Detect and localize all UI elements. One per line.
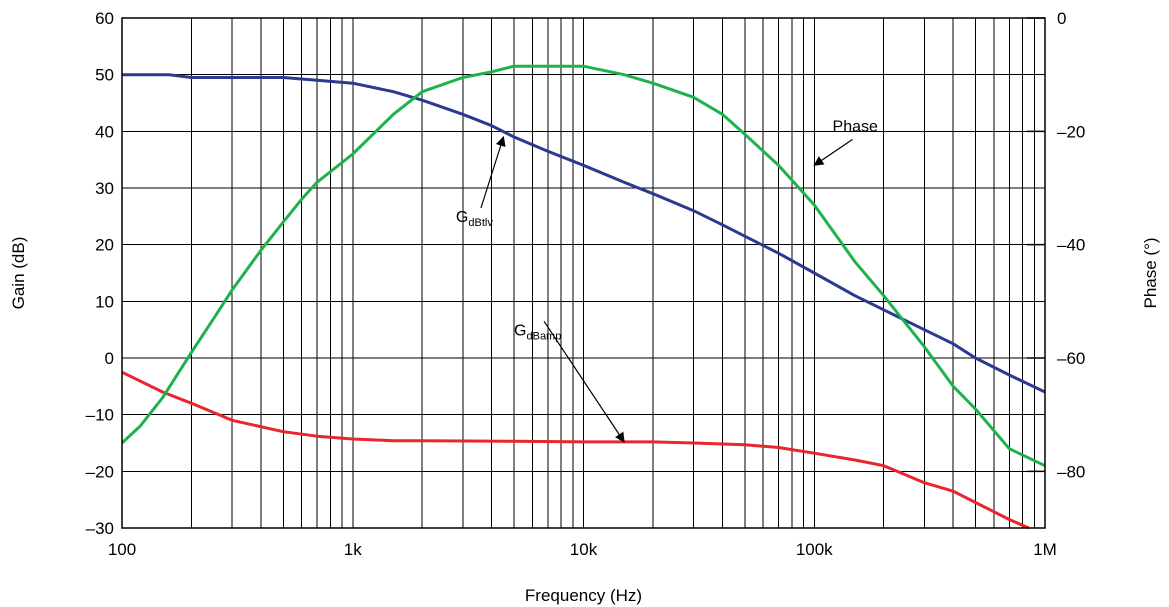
annotation-arrow-gdbtlv bbox=[480, 136, 506, 209]
annotation-label-gdbamp: GdBamp bbox=[514, 322, 561, 342]
annotation-layer: Phase GdBtlv GdBamp bbox=[456, 118, 878, 443]
annotation-arrow-gdbamp bbox=[543, 321, 625, 443]
y2-tick-label: –20 bbox=[1057, 122, 1085, 141]
x-tick-label: 10k bbox=[570, 540, 598, 559]
plot-frame bbox=[121, 17, 1046, 529]
y2-tick-label: –80 bbox=[1057, 462, 1085, 481]
y2-tick-label: 0 bbox=[1057, 9, 1066, 28]
series-layer bbox=[120, 64, 1046, 530]
y-tick-label: –30 bbox=[86, 519, 114, 538]
series-line-phase bbox=[120, 64, 1046, 468]
y-tick-label: 40 bbox=[95, 122, 114, 141]
y-tick-label: 60 bbox=[95, 9, 114, 28]
y-tick-label: 10 bbox=[95, 292, 114, 311]
y-tick-label: 30 bbox=[95, 179, 114, 198]
y-tick-label: 0 bbox=[105, 349, 114, 368]
x-tick-label: 100 bbox=[108, 540, 136, 559]
annotation-arrow-phase bbox=[813, 138, 853, 166]
y-tick-label: 20 bbox=[95, 236, 114, 255]
annotation-label-gdbtlv: GdBtlv bbox=[456, 209, 493, 229]
y-axis-title: Gain (dB) bbox=[9, 237, 28, 310]
annotation-label-phase: Phase bbox=[833, 118, 878, 135]
grid bbox=[122, 17, 1045, 529]
y2-tick-label: –60 bbox=[1057, 349, 1085, 368]
series-line-gdbamp bbox=[121, 370, 1030, 530]
x-tick-label: 1M bbox=[1033, 540, 1057, 559]
y2-axis-title: Phase (°) bbox=[1141, 237, 1160, 308]
tick-labels: 100 1k 10k 100k 1M6050403020100–10–20–300–20… bbox=[86, 9, 1086, 559]
y2-tick-label: –40 bbox=[1057, 236, 1085, 255]
x-axis-title: Frequency (Hz) bbox=[525, 586, 642, 605]
y-tick-label: –10 bbox=[86, 406, 114, 425]
x-tick-label: 100k bbox=[796, 540, 833, 559]
x-tick-label: 1k bbox=[344, 540, 362, 559]
y-tick-label: 50 bbox=[95, 66, 114, 85]
y-tick-label: –20 bbox=[86, 462, 114, 481]
